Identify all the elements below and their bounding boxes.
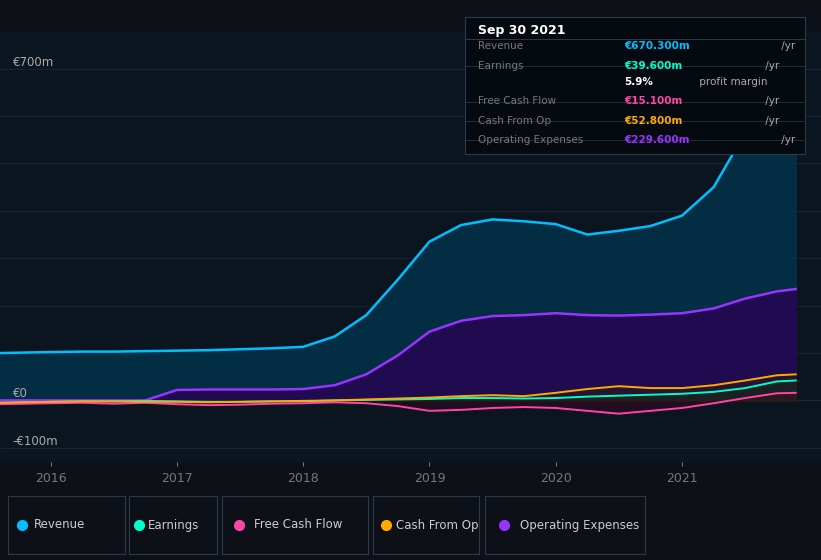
- Text: Earnings: Earnings: [149, 519, 200, 531]
- Text: profit margin: profit margin: [696, 77, 768, 87]
- Text: /yr: /yr: [762, 60, 779, 71]
- Text: €229.600m: €229.600m: [625, 135, 690, 145]
- Text: €39.600m: €39.600m: [625, 60, 683, 71]
- Text: Free Cash Flow: Free Cash Flow: [254, 519, 342, 531]
- Text: /yr: /yr: [762, 96, 779, 106]
- Text: Cash From Op: Cash From Op: [397, 519, 479, 531]
- Text: €52.800m: €52.800m: [625, 115, 683, 125]
- Text: Revenue: Revenue: [34, 519, 85, 531]
- Text: Free Cash Flow: Free Cash Flow: [479, 96, 557, 106]
- Text: Operating Expenses: Operating Expenses: [521, 519, 640, 531]
- Text: Revenue: Revenue: [479, 41, 524, 52]
- Text: /yr: /yr: [778, 135, 796, 145]
- Text: /yr: /yr: [762, 115, 779, 125]
- Text: €700m: €700m: [12, 55, 54, 69]
- Text: Sep 30 2021: Sep 30 2021: [479, 24, 566, 36]
- Text: Earnings: Earnings: [479, 60, 524, 71]
- Text: 5.9%: 5.9%: [625, 77, 654, 87]
- Text: -€100m: -€100m: [12, 435, 58, 448]
- Text: €0: €0: [12, 388, 28, 400]
- Text: €15.100m: €15.100m: [625, 96, 683, 106]
- Text: Operating Expenses: Operating Expenses: [479, 135, 584, 145]
- Text: €670.300m: €670.300m: [625, 41, 690, 52]
- Text: Cash From Op: Cash From Op: [479, 115, 551, 125]
- Text: /yr: /yr: [778, 41, 796, 52]
